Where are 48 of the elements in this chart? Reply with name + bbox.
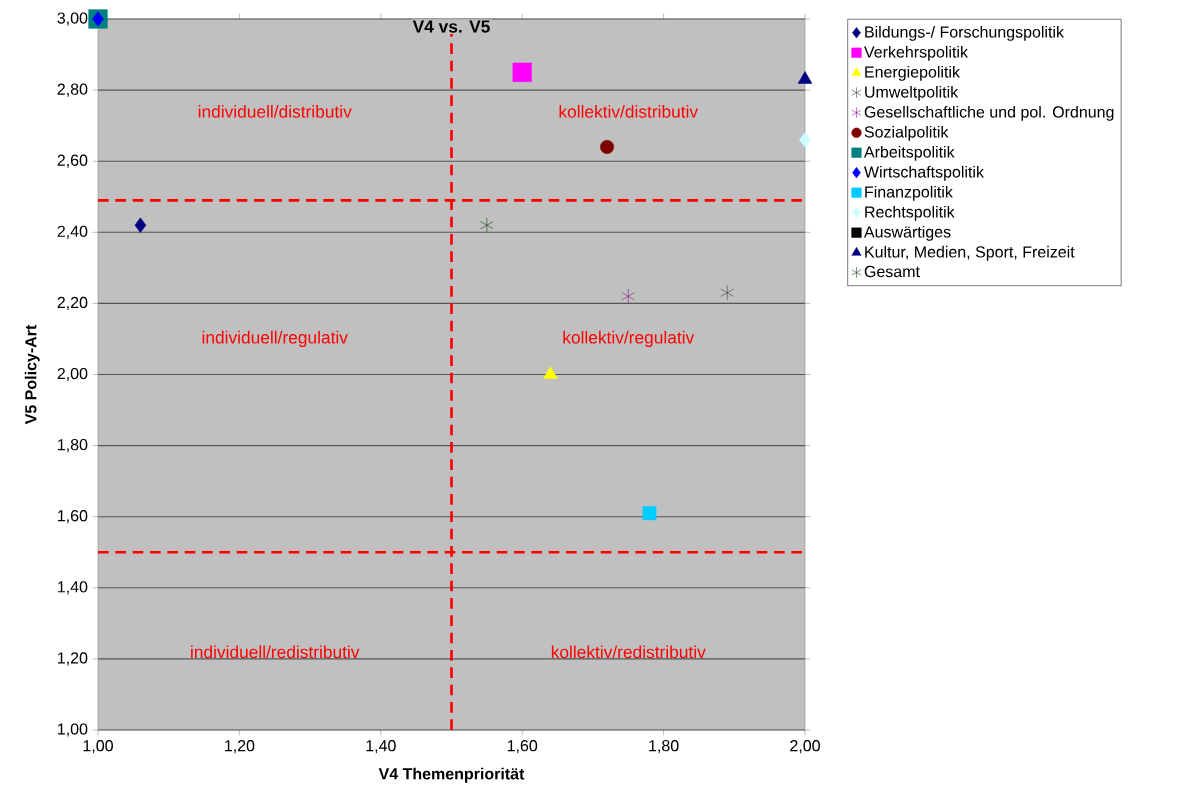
- x-tick-label: 1,60: [507, 740, 538, 754]
- legend-label: Verkehrspolitik: [864, 45, 969, 61]
- point: [799, 132, 811, 148]
- legend-label: Kultur, Medien, Sport, Freizeit: [865, 245, 1075, 261]
- x-tick-label: 2,00: [790, 740, 820, 754]
- y-axis-title: V5 Policy-Art: [24, 324, 40, 425]
- y-tick-label: 2,40: [57, 225, 88, 239]
- x-tick-label: 1,40: [366, 740, 396, 754]
- y-tick-label: 1,60: [58, 510, 88, 524]
- x-tick-label: 1,00: [83, 740, 113, 754]
- legend-label: Rechtspolitik: [865, 205, 955, 221]
- point: [480, 217, 494, 233]
- annotation: individuell/regulativ: [202, 330, 348, 348]
- legend-label: Gesellschaftliche und pol. Ordnung: [864, 105, 1114, 121]
- legend-label: Umweltpolitik: [865, 85, 959, 101]
- point: [512, 62, 532, 82]
- point: [797, 71, 813, 84]
- legend-label: Sozialpolitik: [864, 125, 949, 141]
- y-tick-label: 1,20: [58, 652, 88, 666]
- annotation: individuell/distributiv: [198, 105, 352, 118]
- legend-label: Auswärtiges: [863, 225, 951, 241]
- y-tick-label: 2,20: [57, 296, 88, 311]
- legend-label: Arbeitspolitik: [863, 145, 955, 161]
- x-axis-title: V4 Themenpriorität: [378, 767, 525, 783]
- x-tick-label: 1,20: [225, 740, 255, 754]
- x-tick-label: 1,80: [649, 740, 679, 754]
- point: [642, 506, 657, 521]
- legend-label: Energiepolitik: [865, 65, 961, 81]
- point: [600, 140, 614, 154]
- legend-label: Wirtschaftspolitik: [864, 165, 984, 181]
- legend-label: Gesamt: [864, 265, 920, 278]
- y-tick-label: 2,80: [57, 83, 88, 97]
- point: [720, 285, 734, 301]
- annotation: kollektiv/redistributiv: [551, 645, 706, 659]
- annotation: individuell/redistributiv: [191, 645, 360, 659]
- annotation: kollektiv/regulativ: [563, 330, 695, 348]
- y-tick-label: 2,60: [57, 154, 88, 168]
- y-tick-label: 2,00: [57, 367, 88, 382]
- y-tick-label: 1,40: [58, 581, 88, 595]
- y-tick-label: 1,80: [58, 438, 88, 453]
- point: [621, 288, 635, 304]
- y-tick-label: 1,00: [58, 723, 88, 737]
- y-tick-label: 3,00: [57, 12, 88, 26]
- legend-label: Bildungs-/ Forschungspolitik: [865, 25, 1065, 41]
- chart-title: V4 vs. V5: [412, 20, 490, 33]
- point: [134, 217, 147, 233]
- legend-label: Finanzpolitik: [865, 185, 953, 201]
- annotation: kollektiv/distributiv: [559, 105, 699, 118]
